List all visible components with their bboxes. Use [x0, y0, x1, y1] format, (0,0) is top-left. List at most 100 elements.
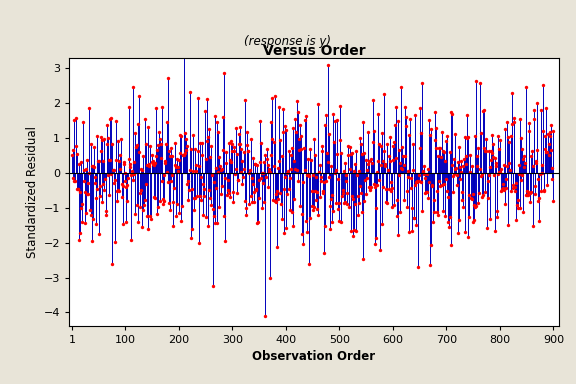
Point	[78, 119, 88, 125]
Point	[458, 197, 467, 203]
Point	[416, 131, 425, 137]
Point	[287, 145, 296, 151]
Point	[79, 167, 89, 174]
Point	[138, 167, 147, 174]
Point	[450, 131, 460, 137]
Point	[134, 149, 143, 156]
Point	[518, 209, 528, 215]
Point	[365, 187, 374, 193]
Point	[507, 89, 517, 96]
Point	[525, 190, 535, 196]
Point	[246, 194, 255, 200]
Point	[237, 146, 246, 152]
Point	[415, 105, 425, 111]
Point	[259, 180, 268, 186]
Point	[222, 160, 231, 166]
Point	[540, 133, 550, 139]
Point	[81, 166, 90, 172]
Point	[317, 143, 327, 149]
Point	[530, 183, 540, 189]
Point	[401, 123, 410, 129]
Point	[273, 196, 282, 202]
Point	[115, 152, 124, 158]
Point	[193, 95, 202, 101]
Point	[151, 195, 160, 201]
Point	[334, 200, 343, 207]
Point	[361, 157, 370, 163]
Point	[109, 167, 119, 173]
Point	[153, 204, 162, 210]
Point	[430, 137, 439, 143]
Point	[446, 108, 455, 114]
Point	[75, 230, 85, 236]
Point	[255, 177, 264, 183]
Point	[526, 199, 535, 205]
Point	[279, 186, 289, 192]
Point	[278, 106, 287, 112]
Point	[299, 179, 308, 185]
Point	[139, 202, 149, 208]
Point	[327, 219, 336, 225]
Point	[230, 170, 240, 177]
Point	[477, 194, 486, 200]
Point	[128, 176, 138, 182]
Point	[433, 153, 442, 159]
Point	[357, 209, 366, 215]
Point	[70, 178, 79, 184]
Point	[156, 155, 165, 161]
Point	[117, 194, 126, 200]
Point	[509, 185, 518, 192]
Point	[519, 156, 528, 162]
Point	[215, 154, 224, 160]
Point	[71, 143, 81, 149]
Point	[110, 239, 119, 245]
Point	[401, 114, 411, 120]
Point	[516, 205, 525, 211]
Point	[511, 184, 520, 190]
Point	[431, 125, 440, 131]
Point	[544, 141, 553, 147]
Point	[479, 106, 488, 113]
Point	[80, 220, 89, 226]
Point	[224, 190, 233, 197]
Point	[314, 101, 323, 107]
Point	[261, 313, 270, 319]
Point	[307, 202, 316, 209]
Point	[419, 169, 428, 175]
Point	[458, 163, 468, 169]
Point	[336, 218, 346, 225]
Point	[444, 219, 453, 225]
Point	[532, 147, 541, 153]
Point	[484, 172, 493, 179]
Point	[374, 177, 384, 184]
Point	[87, 162, 96, 169]
Point	[165, 207, 175, 213]
Point	[434, 212, 443, 218]
Point	[510, 114, 519, 121]
Point	[376, 162, 385, 168]
Point	[403, 174, 412, 180]
Point	[226, 194, 235, 200]
Point	[533, 99, 542, 106]
Point	[106, 116, 115, 122]
Point	[362, 175, 372, 181]
Point	[276, 190, 285, 196]
Point	[490, 228, 499, 234]
Point	[233, 151, 242, 157]
Point	[112, 118, 121, 124]
Point	[363, 161, 373, 167]
Point	[230, 149, 239, 155]
Point	[464, 234, 473, 240]
Point	[239, 166, 248, 172]
Point	[345, 166, 354, 172]
Point	[234, 177, 243, 184]
Point	[412, 222, 421, 228]
Point	[247, 175, 256, 181]
Point	[184, 178, 193, 184]
Point	[264, 162, 273, 168]
Point	[119, 159, 128, 166]
Point	[321, 112, 331, 118]
Point	[143, 124, 153, 130]
Point	[102, 141, 111, 147]
Point	[100, 187, 109, 193]
